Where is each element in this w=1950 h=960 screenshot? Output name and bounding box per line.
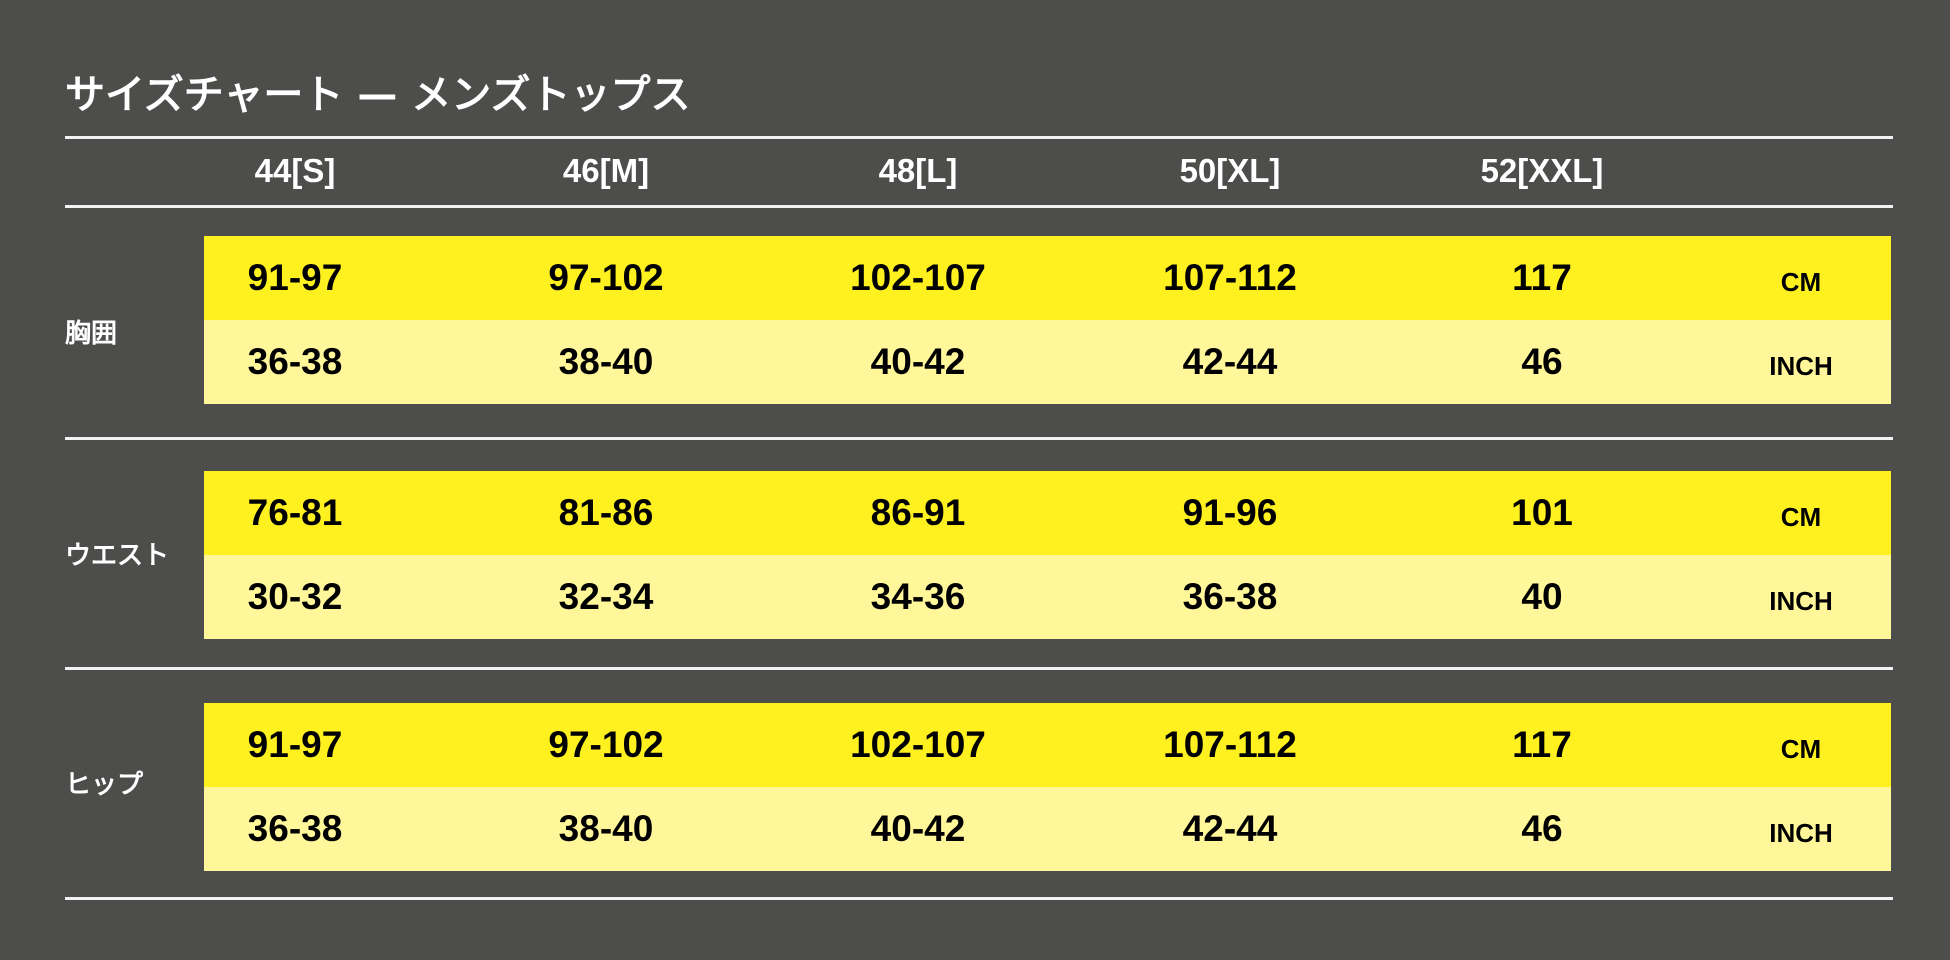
measurement-block-chest: 91-97 97-102 102-107 107-112 117 CM 36-38 38-40… <box>204 236 1891 404</box>
size-header: 44[S] <box>254 152 336 189</box>
table-cell: 34-36 <box>870 576 966 617</box>
table-cell: 91-97 <box>247 724 343 765</box>
table-cell: 36-38 <box>247 341 343 382</box>
row-label-waist: ウエスト <box>65 541 170 571</box>
table-row-inch: 30-32 32-34 34-36 36-38 40 INCH <box>204 555 1891 639</box>
row-label-chest: 胸囲 <box>65 319 118 349</box>
divider <box>65 136 1893 139</box>
table-cell: 97-102 <box>548 257 664 298</box>
page-title: サイズチャート — メンズトップス <box>65 72 691 118</box>
table-cell: 101 <box>1511 492 1573 533</box>
table-cell: 42-44 <box>1182 808 1278 849</box>
table-cell: 117 <box>1512 724 1572 765</box>
size-header: 52[XXL] <box>1480 152 1604 189</box>
table-cell: 107-112 <box>1163 724 1297 765</box>
table-cell: 30-32 <box>247 576 343 617</box>
table-cell: 36-38 <box>1182 576 1278 617</box>
table-cell: 46 <box>1521 808 1563 849</box>
table-cell: 97-102 <box>548 724 664 765</box>
table-cell: 117 <box>1512 257 1572 298</box>
table-cell: 102-107 <box>850 257 986 298</box>
divider <box>65 437 1893 440</box>
unit-label: CM <box>1780 734 1822 764</box>
table-cell: 86-91 <box>870 492 966 533</box>
table-row-cm: 91-97 97-102 102-107 107-112 117 CM <box>204 236 1891 320</box>
size-header: 50[XL] <box>1179 152 1281 189</box>
table-row-inch: 36-38 38-40 40-42 42-44 46 INCH <box>204 787 1891 871</box>
table-cell: 81-86 <box>558 492 654 533</box>
table-cell: 76-81 <box>247 492 343 533</box>
table-row-cm: 91-97 97-102 102-107 107-112 117 CM <box>204 703 1891 787</box>
table-cell: 91-96 <box>1182 492 1278 533</box>
table-cell: 107-112 <box>1163 257 1297 298</box>
table-cell: 40-42 <box>870 341 966 382</box>
unit-label: INCH <box>1769 586 1833 616</box>
table-cell: 40-42 <box>870 808 966 849</box>
unit-label: CM <box>1780 502 1822 532</box>
divider <box>65 667 1893 670</box>
table-cell: 46 <box>1521 341 1563 382</box>
table-row-inch: 36-38 38-40 40-42 42-44 46 INCH <box>204 320 1891 404</box>
divider <box>65 897 1893 900</box>
table-cell: 40 <box>1521 576 1563 617</box>
measurement-block-hip: 91-97 97-102 102-107 107-112 117 CM 36-38 38-40… <box>204 703 1891 871</box>
unit-label: INCH <box>1769 351 1833 381</box>
unit-label: INCH <box>1769 818 1833 848</box>
table-cell: 42-44 <box>1182 341 1278 382</box>
size-header: 48[L] <box>878 152 958 189</box>
size-header: 46[M] <box>562 152 650 189</box>
table-row-cm: 76-81 81-86 86-91 91-96 101 CM <box>204 471 1891 555</box>
row-label-hip: ヒップ <box>65 770 144 800</box>
measurement-block-waist: 76-81 81-86 86-91 91-96 101 CM 30-32 32-34 34-36… <box>204 471 1891 639</box>
table-cell: 38-40 <box>558 341 654 382</box>
table-cell: 38-40 <box>558 808 654 849</box>
table-cell: 32-34 <box>558 576 654 617</box>
unit-label: CM <box>1780 267 1822 297</box>
table-cell: 36-38 <box>247 808 343 849</box>
table-cell: 91-97 <box>247 257 343 298</box>
table-cell: 102-107 <box>850 724 986 765</box>
divider <box>65 205 1893 208</box>
